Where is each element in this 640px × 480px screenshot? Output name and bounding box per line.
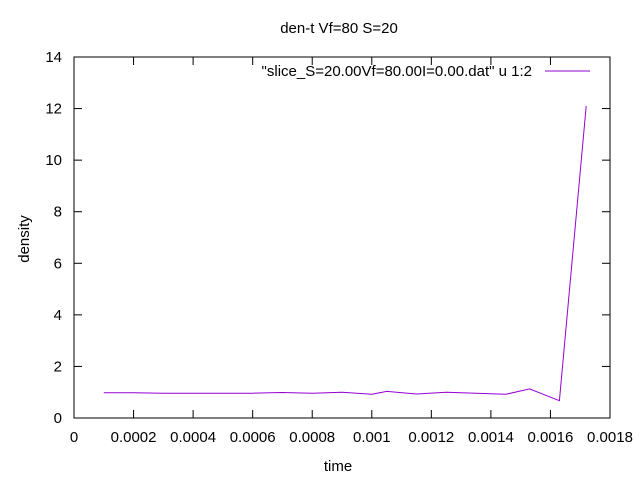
legend: "slice_S=20.00Vf=80.00I=0.00.dat" u 1:2 bbox=[262, 63, 590, 80]
y-tick-label: 8 bbox=[54, 204, 62, 221]
y-tick-label: 4 bbox=[54, 307, 62, 324]
series-line bbox=[103, 105, 587, 402]
x-tick-label: 0.0012 bbox=[408, 429, 454, 446]
x-tick-label: 0 bbox=[70, 429, 78, 446]
y-tick-label: 0 bbox=[54, 410, 62, 427]
x-tick-label: 0.0002 bbox=[111, 429, 157, 446]
plot-frame bbox=[73, 56, 611, 419]
x-tick-label: 0.0018 bbox=[587, 429, 633, 446]
y-tick-label: 2 bbox=[54, 358, 62, 375]
y-tick-label: 10 bbox=[45, 152, 62, 169]
x-tick-label: 0.0016 bbox=[527, 429, 573, 446]
x-tick-label: 0.0008 bbox=[289, 429, 335, 446]
x-tick-label: 0.0006 bbox=[230, 429, 276, 446]
x-tick-label: 0.001 bbox=[353, 429, 391, 446]
y-tick-label: 6 bbox=[54, 255, 62, 272]
x-tick-label: 0.0014 bbox=[468, 429, 514, 446]
y-tick-label: 12 bbox=[45, 101, 62, 118]
legend-label: "slice_S=20.00Vf=80.00I=0.00.dat" u 1:2 bbox=[262, 63, 532, 80]
chart-title: den-t Vf=80 S=20 bbox=[280, 20, 398, 37]
y-tick-label: 14 bbox=[45, 49, 62, 66]
plot-area bbox=[103, 105, 587, 402]
x-tick-label: 0.0004 bbox=[170, 429, 216, 446]
y-axis-label: density bbox=[16, 215, 33, 263]
x-axis-label: time bbox=[324, 458, 352, 475]
axes: 0 0.0002 0.0004 0.0006 0.0008 0.001 0.0012 0.00… bbox=[45, 49, 633, 446]
